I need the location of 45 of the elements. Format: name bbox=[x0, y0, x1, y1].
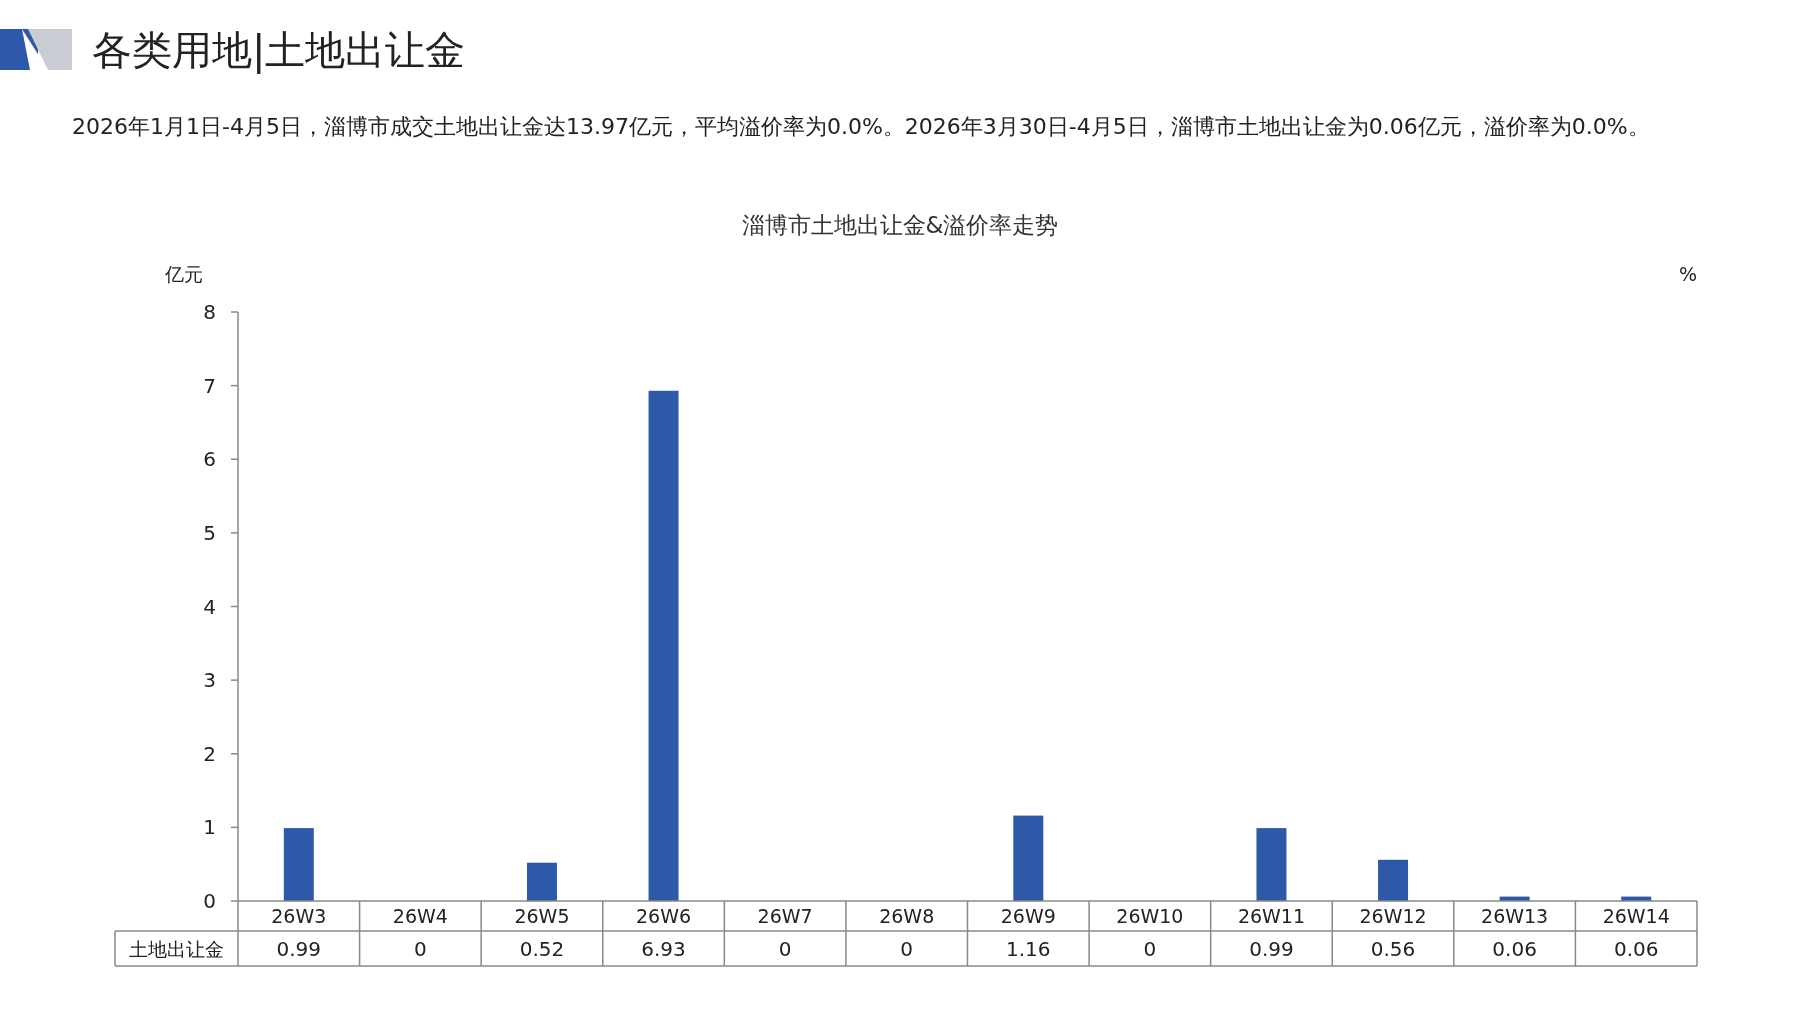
x-tick-label: 26W11 bbox=[1237, 905, 1306, 927]
data-label: 0.06 bbox=[1492, 937, 1537, 961]
bar bbox=[1378, 859, 1409, 901]
chart-title: 淄博市土地出让金&溢价率走势 bbox=[741, 212, 1059, 238]
data-label: 0 bbox=[778, 937, 792, 961]
y2-axis-title: % bbox=[1678, 263, 1698, 285]
x-tick-label: 26W4 bbox=[392, 905, 448, 927]
bar bbox=[1013, 815, 1044, 901]
data-label: 0.06 bbox=[1613, 937, 1659, 961]
data-label: 1.16 bbox=[1006, 937, 1051, 961]
y-tick-label: 0 bbox=[203, 889, 216, 913]
bar bbox=[283, 828, 314, 901]
data-label: 0.56 bbox=[1370, 937, 1416, 961]
y-tick-label: 4 bbox=[203, 594, 216, 619]
data-label: 0 bbox=[1143, 937, 1157, 961]
data-label: 0.99 bbox=[1249, 937, 1294, 961]
text: 土地出让金 bbox=[129, 938, 224, 960]
text: 2026年1月1日-4月5日，淄博市成交土地出让金达13.97亿元，平均溢价率为0.0%。2026年3月30日-4月5日，淄博市土地出让金为0.06亿元，溢价率为0.0%。 bbox=[72, 113, 1651, 141]
data-label: 0.99 bbox=[276, 937, 322, 961]
bar bbox=[526, 862, 557, 901]
y-tick-label: 5 bbox=[203, 520, 216, 545]
data-label: 6.93 bbox=[641, 937, 686, 961]
x-tick-label: 26W7 bbox=[757, 905, 813, 927]
x-tick-label: 26W8 bbox=[879, 905, 935, 927]
x-tick-label: 26W3 bbox=[271, 905, 327, 927]
x-tick-label: 26W14 bbox=[1602, 905, 1670, 927]
bar bbox=[1256, 828, 1287, 901]
x-tick-label: 26W10 bbox=[1116, 905, 1184, 927]
x-tick-label: 26W12 bbox=[1359, 905, 1427, 927]
data-label: 0 bbox=[414, 937, 427, 961]
y-tick-label: 6 bbox=[203, 447, 216, 472]
bar bbox=[648, 390, 679, 901]
y-axis-title: 亿元 bbox=[164, 263, 203, 285]
x-tick-label: 26W5 bbox=[514, 905, 570, 927]
y-tick-label: 3 bbox=[203, 668, 216, 693]
y-tick-label: 7 bbox=[203, 373, 216, 398]
x-tick-label: 26W13 bbox=[1481, 905, 1549, 927]
data-label: 0.52 bbox=[519, 937, 565, 961]
y-tick-label: 8 bbox=[203, 300, 216, 324]
y-tick-label: 2 bbox=[203, 741, 216, 766]
y-tick-label: 1 bbox=[203, 815, 216, 840]
x-tick-label: 26W6 bbox=[636, 905, 692, 927]
data-label: 0 bbox=[900, 937, 914, 961]
x-tick-label: 26W9 bbox=[1000, 905, 1056, 927]
text: 各类用地|土地出让金 bbox=[92, 27, 466, 74]
